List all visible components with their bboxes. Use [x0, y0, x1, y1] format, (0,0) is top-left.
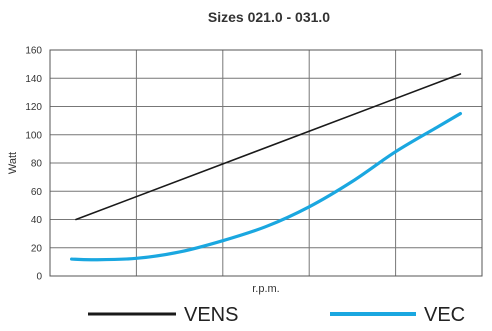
- series-line-vec: [72, 114, 461, 260]
- y-tick-label: 20: [31, 243, 43, 254]
- chart-title: Sizes 021.0 - 031.0: [208, 9, 330, 25]
- series-layer: [72, 74, 461, 260]
- y-tick-label: 160: [25, 46, 42, 57]
- y-tick-label: 100: [25, 130, 42, 141]
- y-tick-label: 140: [25, 74, 42, 85]
- y-tick-label: 60: [31, 187, 43, 198]
- y-tick-label: 80: [31, 159, 43, 170]
- x-axis-label: r.p.m.: [252, 283, 280, 295]
- y-tick-label: 40: [31, 215, 43, 226]
- y-tick-label: 120: [25, 102, 42, 113]
- legend: VENS VEC: [88, 304, 465, 326]
- y-axis-label: Watt: [7, 152, 19, 174]
- y-tick-labels: 0 20 40 60 80 100 120 140 160: [25, 46, 42, 283]
- grid-horizontal: [50, 78, 482, 248]
- legend-label-vens: VENS: [184, 304, 238, 326]
- y-tick-label: 0: [36, 272, 42, 283]
- legend-label-vec: VEC: [424, 304, 465, 326]
